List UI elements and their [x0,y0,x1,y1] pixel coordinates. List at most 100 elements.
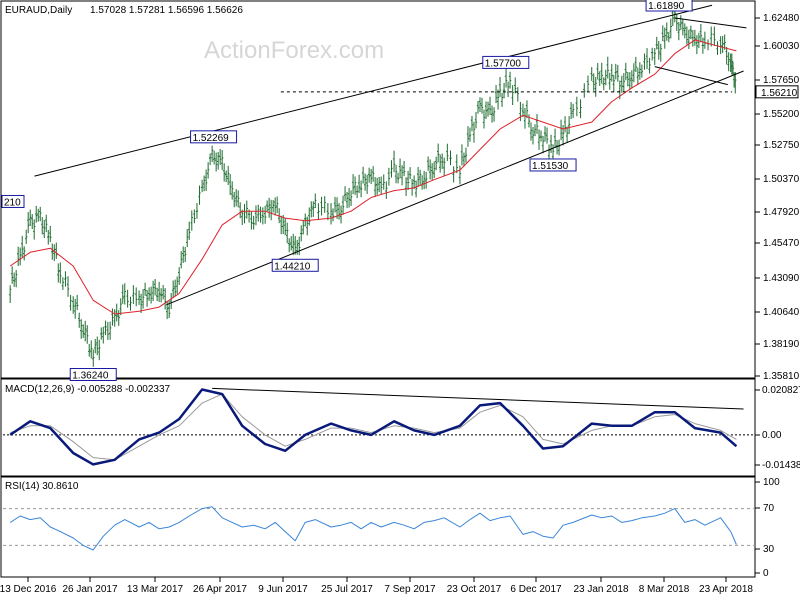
candle [725,46,728,65]
price-tick-label: 1.40640 [763,307,800,318]
candle [422,170,426,190]
candle [571,103,575,119]
candle [394,164,398,184]
candle [337,203,341,220]
candle [452,166,455,183]
candle [367,167,371,183]
macd-panel [0,378,756,477]
candle [486,101,490,117]
candle [343,186,347,202]
candle [472,121,476,143]
price-tick-label: 1.57650 [763,75,800,86]
candle [719,36,722,55]
x-tick-label: 9 Jun 2017 [258,584,308,595]
candle [84,320,87,342]
rsi-title: RSI(14) 30.8610 [5,481,79,492]
candle [25,229,28,244]
candle [466,126,470,147]
candle [436,143,440,163]
candle [252,215,255,230]
x-tick-label: 13 Mar 2017 [127,584,184,595]
candle [543,126,547,142]
candle [484,101,488,120]
candle [145,290,149,307]
candle [490,105,494,123]
candle [214,152,218,172]
candle [604,69,607,86]
x-tick-label: 13 Dec 2016 [0,584,57,595]
candle [198,185,201,205]
candle [699,24,703,43]
candle [92,349,95,367]
candle [341,195,345,215]
candle [267,197,271,218]
candle [663,27,666,49]
candle [182,246,185,263]
candle [349,190,353,206]
candle [630,70,634,89]
candle [583,83,586,98]
price-annotation: 1.61890 [648,1,685,12]
price-annotation-box [1,194,25,208]
candle [632,63,636,83]
candle [414,180,418,198]
trendline-flag-upper [674,17,747,29]
candle [257,204,260,222]
candle [177,267,181,285]
candle [464,147,468,163]
candle [734,72,737,94]
macd-plot [3,387,755,466]
candle [208,153,212,166]
candle [480,97,484,114]
candle [73,298,77,319]
price-tick-label: 1.62480 [763,13,800,24]
x-tick-label: 25 Jul 2017 [321,584,373,595]
candle [308,207,311,226]
price-annotation-box [645,0,693,12]
candle [730,53,734,75]
candle [64,271,67,287]
price-annotation: 1.57700 [485,58,522,69]
candle [645,48,649,70]
price-annotation-box [529,158,577,172]
candle [90,340,93,359]
macd-tick-label: -0.014386 [762,460,800,471]
candle [561,124,565,146]
candle [357,174,361,194]
candle [202,175,206,192]
candle [424,171,428,189]
candle [643,53,646,70]
candle [230,181,234,200]
candle [440,153,444,169]
candle [500,92,504,107]
candle [139,293,143,313]
candle [657,40,660,60]
candle [224,170,228,183]
candle [306,216,309,236]
candle [147,287,151,301]
trendline-macd-resistance [212,387,744,410]
candle [563,116,567,133]
candle [141,289,145,309]
candle [283,217,287,236]
candle [228,174,232,196]
candle [661,25,664,42]
candle [149,286,153,304]
candle [288,238,291,253]
candle [511,85,514,106]
candle [179,251,183,269]
trendline-channel-upper [34,4,713,177]
candle [693,29,697,46]
candle [320,196,323,216]
candle [29,209,32,227]
candle [245,200,248,219]
x-tick-label: 6 Dec 2017 [510,584,562,595]
candle [347,188,351,208]
candle [241,209,244,225]
candle [496,89,500,110]
candle [541,135,545,154]
candle [514,77,517,94]
candle [119,298,122,316]
candle [685,26,689,45]
price-panel [0,0,756,379]
